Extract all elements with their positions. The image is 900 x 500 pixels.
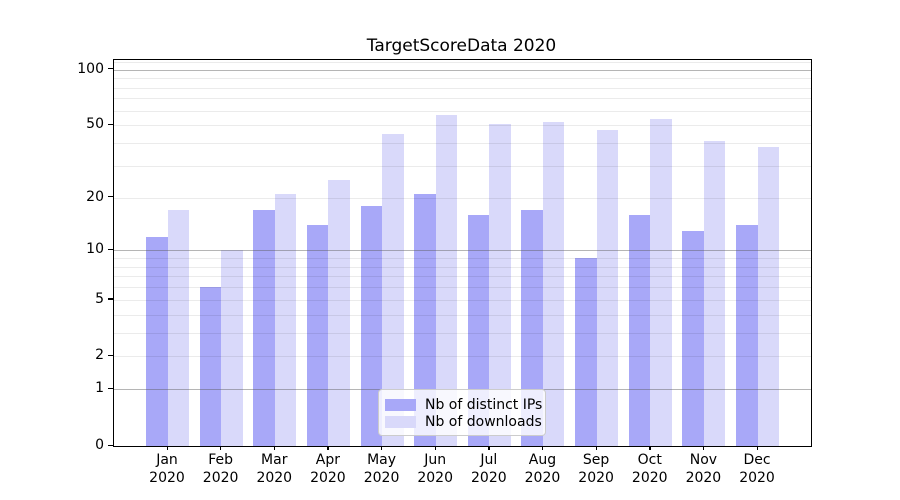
major-gridline — [114, 69, 811, 71]
plot-area — [113, 59, 812, 447]
bar-downloads — [328, 180, 350, 446]
minor-gridline — [114, 98, 811, 100]
x-tick-mark — [649, 446, 651, 450]
minor-gridline — [114, 78, 811, 80]
bar-downloads — [221, 250, 243, 446]
minor-gridline — [114, 165, 811, 167]
x-tick-label: Feb 2020 — [202, 452, 239, 486]
bar-ips — [360, 205, 383, 446]
legend: Nb of distinct IPs Nb of downloads — [378, 389, 546, 436]
y-tick-mark — [108, 68, 113, 70]
bar-ips — [146, 236, 168, 446]
x-tick-label: Nov 2020 — [685, 452, 722, 486]
x-tick-mark — [166, 446, 168, 450]
bar-downloads — [382, 133, 404, 446]
minor-gridline — [114, 287, 811, 289]
legend-label-downloads: Nb of downloads — [425, 414, 542, 431]
chart-title: TargetScoreData 2020 — [366, 36, 557, 56]
x-tick-label: Aug 2020 — [524, 452, 561, 486]
minor-gridline — [114, 276, 811, 278]
x-tick-mark — [488, 446, 490, 450]
minor-gridline — [114, 197, 811, 199]
bar-ips — [253, 210, 275, 446]
y-tick-mark — [108, 248, 113, 251]
x-tick-mark — [434, 446, 436, 450]
minor-gridline — [114, 61, 811, 63]
x-tick-label: Jan 2020 — [149, 452, 185, 486]
bar-downloads — [274, 193, 297, 446]
bar-downloads — [757, 147, 780, 446]
legend-label-ips: Nb of distinct IPs — [425, 396, 543, 413]
x-tick-mark — [541, 446, 544, 450]
legend-item-downloads: Nb of downloads — [385, 414, 542, 432]
y-tick-label: 1 — [95, 380, 104, 397]
bar-downloads — [167, 210, 189, 446]
y-tick-label: 20 — [86, 188, 104, 205]
y-tick-mark — [108, 444, 113, 446]
minor-gridline — [114, 125, 811, 127]
x-tick-label: Jul 2020 — [471, 452, 507, 486]
bar-ips — [521, 210, 543, 446]
y-tick-mark — [108, 354, 113, 357]
bar-downloads — [596, 130, 619, 446]
y-tick-mark — [108, 123, 113, 126]
x-tick-mark — [595, 446, 597, 450]
x-tick-label: Jun 2020 — [417, 452, 453, 486]
legend-swatch-ips — [385, 398, 416, 411]
bar-ips — [199, 287, 222, 446]
minor-gridline — [114, 266, 811, 268]
x-tick-mark — [327, 446, 329, 450]
bar-ips — [736, 225, 758, 446]
x-tick-label: Apr 2020 — [310, 452, 346, 486]
bar-downloads — [435, 114, 458, 446]
bar-ips — [467, 214, 490, 446]
x-tick-label: Dec 2020 — [739, 452, 775, 486]
y-tick-label: 2 — [95, 347, 104, 364]
bar-ips — [306, 225, 329, 446]
y-tick-mark — [108, 387, 113, 390]
x-tick-mark — [381, 446, 383, 450]
minor-gridline — [114, 258, 811, 260]
minor-gridline — [114, 332, 811, 334]
minor-gridline — [114, 299, 811, 301]
bar-ips — [575, 258, 597, 446]
y-tick-label: 10 — [86, 241, 104, 258]
bar-ips — [682, 230, 704, 446]
major-gridline — [114, 250, 811, 252]
legend-item-ips: Nb of distinct IPs — [385, 396, 542, 414]
minor-gridline — [114, 143, 811, 145]
bar-downloads — [489, 123, 511, 446]
minor-gridline — [114, 87, 811, 89]
y-tick-label: 50 — [86, 116, 104, 133]
x-tick-label: May 2020 — [363, 452, 400, 486]
y-tick-label: 100 — [77, 60, 104, 77]
x-tick-mark — [220, 446, 222, 450]
minor-gridline — [114, 314, 811, 316]
bar-downloads — [650, 119, 672, 446]
y-tick-mark — [108, 298, 113, 300]
minor-gridline — [114, 110, 811, 112]
y-tick-label: 5 — [95, 290, 104, 307]
x-tick-label: Oct 2020 — [631, 452, 668, 486]
bars-layer — [114, 60, 811, 446]
grid-layer — [114, 60, 811, 446]
x-tick-label: Mar 2020 — [256, 452, 293, 486]
y-tick-mark — [108, 196, 113, 198]
legend-swatch-downloads — [385, 416, 416, 429]
x-tick-mark — [702, 446, 705, 450]
x-tick-mark — [756, 446, 758, 450]
x-tick-label: Sep 2020 — [578, 452, 614, 486]
minor-gridline — [114, 356, 811, 358]
y-tick-label: 0 — [95, 437, 104, 453]
bar-ips — [414, 193, 436, 446]
x-tick-mark — [273, 446, 276, 450]
bar-downloads — [542, 122, 565, 446]
bar-ips — [628, 214, 651, 446]
bar-downloads — [703, 141, 726, 446]
